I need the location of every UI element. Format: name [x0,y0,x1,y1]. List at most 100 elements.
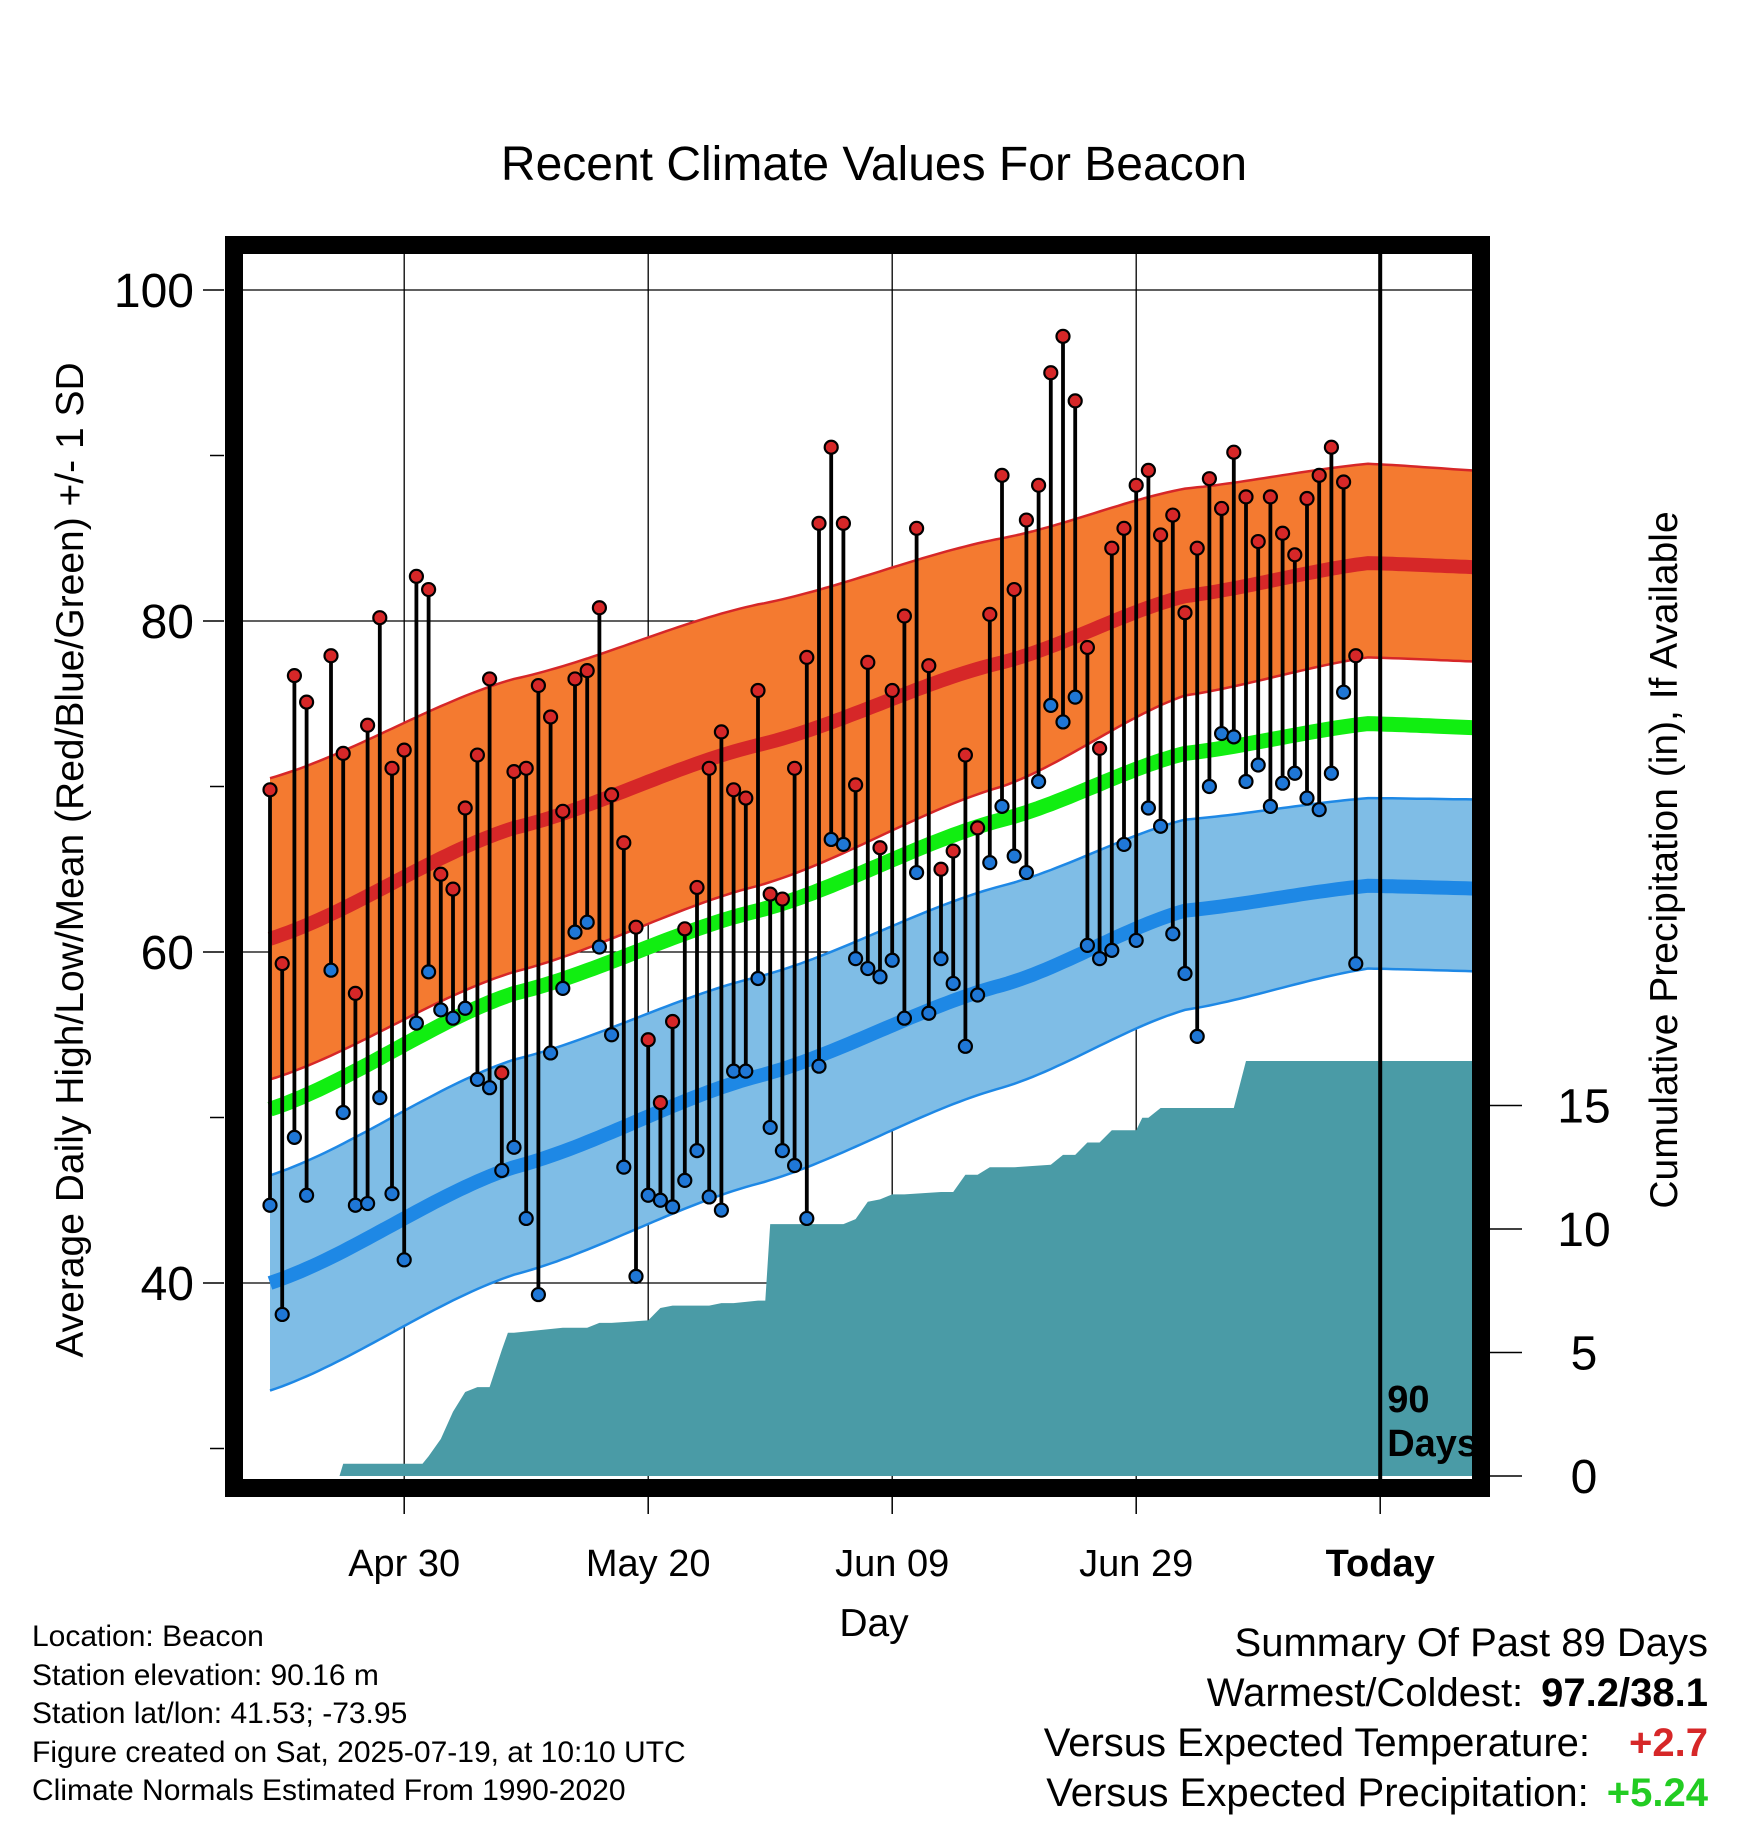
daily-low-point [908,864,925,881]
normal-high-upper-edge [269,462,1490,780]
daily-high-point [1299,490,1315,507]
daily-high-point [421,581,437,598]
daily-low-point [1323,765,1340,781]
temp-value: +2.7 [1629,1721,1708,1765]
daily-low-point [542,1045,559,1061]
daily-high-point [1128,477,1144,493]
daily-low-point [323,962,339,978]
x-tick-label: Jun 29 [1079,1543,1193,1585]
daily-low-point [799,1210,815,1227]
daily-high-point [1287,547,1303,563]
daily-low-point [677,1172,693,1188]
daily-high-point [1043,365,1059,381]
daily-high-point [579,663,595,679]
x-tick-label: Today [1326,1543,1435,1585]
daily-low-point [811,1058,827,1074]
location-text: Location: Beacon [32,1620,264,1653]
daily-low-point [762,1119,778,1136]
summary-warm-cold-row: Warmest/Coldest: 97.2/38.1 [1044,1668,1708,1718]
daily-low-point [421,964,437,980]
daily-high-point [1262,489,1279,505]
y-tick-label: 60 [141,927,194,980]
daily-high-point [1055,328,1071,344]
y2-tick-label: 15 [1557,1081,1610,1134]
daily-high-point [384,760,400,776]
daily-low-point [372,1090,388,1106]
daily-high-point [750,682,766,699]
daily-low-point [957,1038,974,1054]
summary-title: Summary Of Past 89 Days [1234,1621,1708,1665]
daily-high-point [323,648,339,664]
daily-high-point [933,861,949,877]
x-tick-label: May 20 [586,1543,711,1585]
daily-low-point [1238,773,1254,790]
daily-high-point [713,724,730,740]
daily-high-point [482,671,498,687]
daily-low-point [1201,778,1218,795]
daily-high-point [701,760,717,776]
daily-high-point [847,777,864,793]
daily-low-point [616,1159,632,1175]
daily-high-point [664,1013,681,1030]
daily-low-point [847,951,864,967]
daily-high-point [725,782,742,798]
daily-high-point [1067,393,1083,409]
daily-low-point [969,987,986,1003]
daily-high-point [1018,512,1035,528]
daily-low-point [384,1186,400,1202]
daily-low-point [835,836,852,853]
summary-temp-row: Versus Expected Temperature: +2.7 [1044,1718,1708,1768]
daily-low-point [872,969,888,985]
daily-low-point [774,1142,791,1159]
daily-high-point [372,610,388,626]
daily-low-point [1116,836,1132,853]
daily-low-point [1104,942,1120,958]
daily-high-point [616,835,632,851]
daily-low-point [603,1027,620,1043]
daily-high-point [628,919,644,935]
y2-tick-label: 10 [1557,1204,1610,1257]
today-days-label: Days [1387,1423,1478,1465]
daily-low-point [482,1080,498,1096]
x-axis [403,1486,1381,1514]
daily-low-point [396,1252,412,1268]
latlon-text: Station lat/lon: 41.53; -73.95 [32,1697,408,1730]
daily-high-point [1116,520,1132,536]
daily-low-point [530,1286,547,1303]
normals-text: Climate Normals Estimated From 1990-2020 [32,1774,626,1807]
warm-cold-label: Warmest/Coldest: [1206,1671,1524,1715]
daily-high-point [1165,507,1181,523]
daily-high-point [884,682,900,699]
daily-high-point [1177,605,1193,621]
daily-high-point [542,709,559,725]
daily-stems [268,336,1358,1315]
daily-high-point [908,520,925,536]
y-tick-label: 100 [114,265,194,318]
y2-axis-label: Cumulative Precipitation (in), If Availa… [1643,511,1686,1208]
daily-high-point [457,800,473,816]
precip-label: Versus Expected Precipitation: [1046,1771,1589,1815]
daily-low-point [713,1202,730,1218]
daily-low-point [1348,955,1364,972]
daily-high-point [835,515,852,531]
left-axis [203,289,224,1450]
daily-high-point [921,658,937,674]
daily-low-point [1250,757,1266,773]
daily-high-point [1226,444,1242,460]
daily-low-point [628,1268,644,1284]
daily-low-point [360,1195,376,1212]
daily-high-point [1311,467,1327,483]
daily-high-point [530,677,547,694]
warm-cold-value: 97.2/38.1 [1541,1671,1708,1715]
daily-low-point [1055,714,1071,730]
daily-high-point [1238,489,1254,505]
daily-low-point [884,952,900,968]
daily-low-point [1299,790,1315,806]
elevation-text: Station elevation: 90.16 m [32,1658,379,1692]
daily-low-point [262,1197,278,1213]
x-tick-label: Apr 30 [348,1543,460,1585]
daily-low-point [1226,729,1242,745]
daily-high-point [299,694,315,710]
daily-high-point [689,879,705,896]
